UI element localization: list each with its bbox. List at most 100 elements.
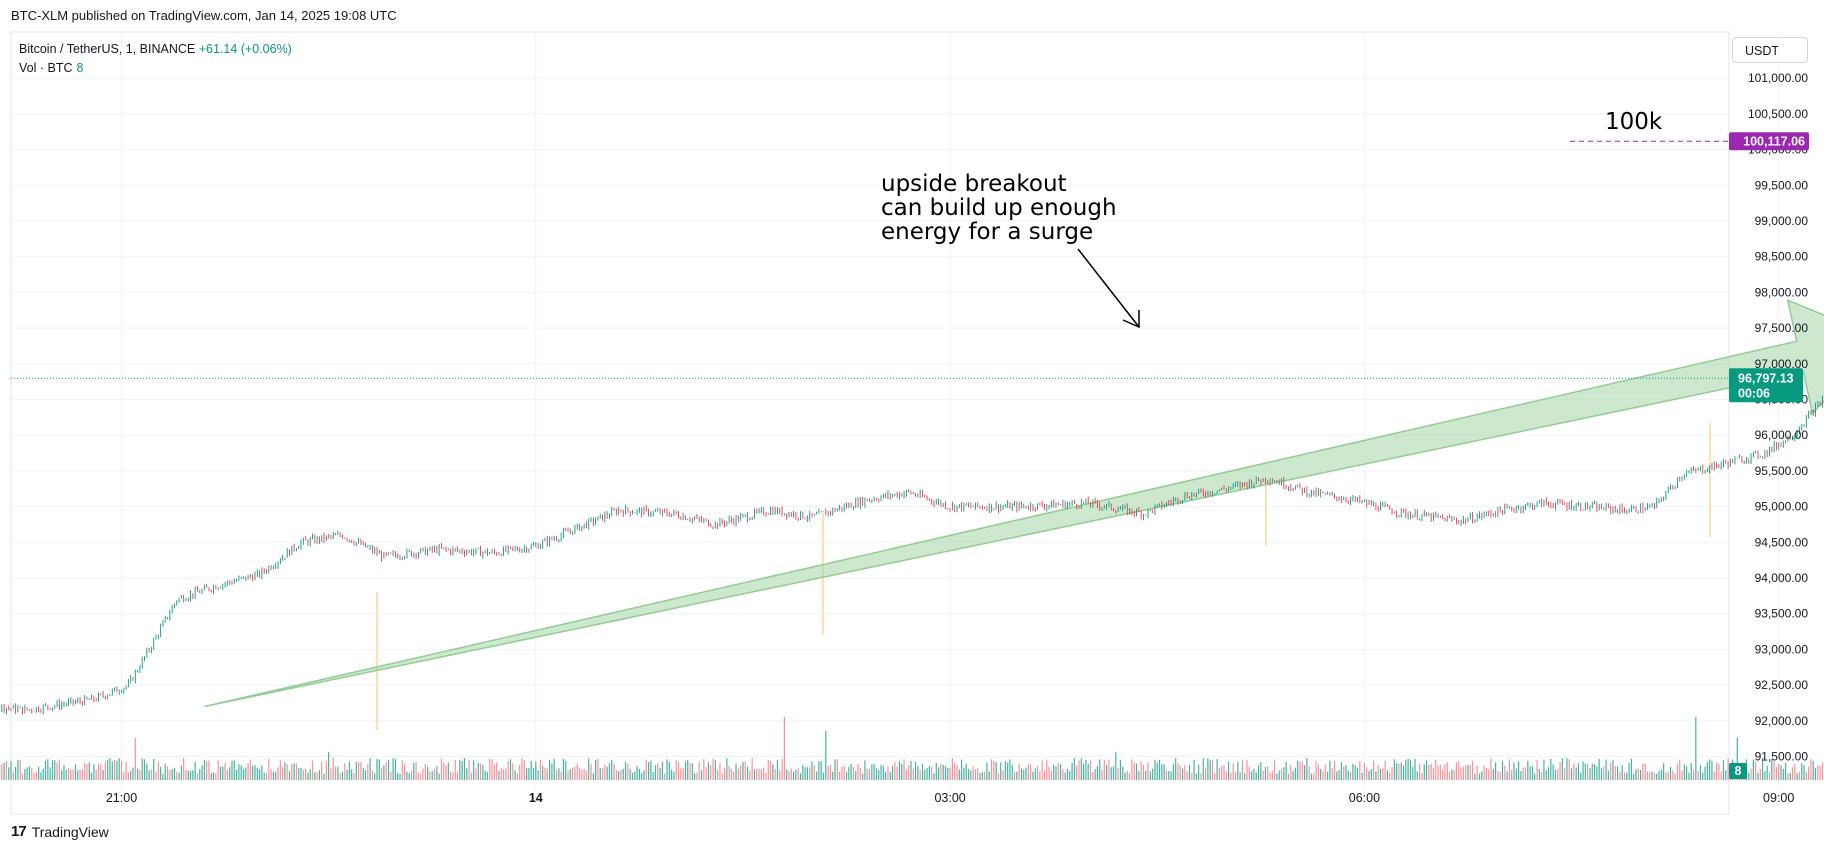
volume-bar: [1069, 770, 1071, 780]
volume-bar: [1179, 765, 1181, 780]
volume-bar: [910, 760, 912, 780]
volume-bar: [1092, 771, 1094, 780]
volume-bar: [369, 758, 371, 780]
volume-bar: [804, 767, 806, 780]
volume-bar: [1577, 763, 1580, 780]
volume-bar: [1158, 759, 1161, 780]
volume-bar: [1396, 762, 1398, 780]
volume-bar: [1557, 769, 1559, 780]
volume-bar: [314, 772, 316, 780]
volume-bar: [565, 760, 567, 780]
volume-bar: [1715, 762, 1718, 780]
target-label: 100k: [1605, 109, 1663, 135]
volume-bar: [1757, 772, 1759, 780]
volume-bar: [1607, 770, 1609, 780]
volume-bar: [1299, 761, 1301, 780]
volume-bar: [606, 766, 608, 780]
volume-bar: [558, 768, 560, 780]
trend-arrow[interactable]: [204, 298, 1824, 708]
volume-bar: [49, 767, 51, 780]
volume-bar: [1494, 762, 1497, 780]
symbol-title[interactable]: Bitcoin / TetherUS, 1, BINANCE: [19, 42, 196, 56]
volume-bar: [905, 769, 907, 780]
volume-bar: [1251, 771, 1253, 780]
currency-button[interactable]: USDT: [1732, 37, 1808, 63]
volume-bar: [1801, 763, 1803, 780]
volume-bar: [993, 760, 995, 780]
volume-bar: [302, 769, 304, 780]
volume-bar: [1034, 768, 1036, 780]
volume-bar: [1264, 767, 1267, 780]
volume-bar: [1036, 766, 1039, 780]
volume-bar: [277, 767, 279, 780]
volume-bar: [546, 768, 548, 780]
volume-bar: [288, 771, 291, 780]
volume-bar: [1165, 770, 1168, 780]
volume-bar: [618, 771, 620, 780]
time-axis[interactable]: 21:001403:0006:0009:0012:0015:0018:0021:…: [106, 791, 1824, 805]
volume-bar: [1511, 769, 1513, 780]
volume-bar: [1292, 771, 1294, 780]
volume-bar: [268, 758, 270, 780]
volume-bar: [615, 770, 617, 780]
volume-bar: [208, 760, 210, 780]
volume-bar: [1089, 760, 1092, 780]
volume-bar: [1718, 763, 1720, 780]
volume-bar: [468, 760, 470, 780]
annotation-arrow-head: [1122, 310, 1140, 329]
volume-bar: [521, 758, 523, 780]
volume-bar: [226, 769, 228, 780]
volume-bar: [1554, 769, 1557, 780]
volume-bar: [1596, 766, 1598, 780]
volume-bar: [581, 769, 583, 780]
volume-bar: [1255, 772, 1257, 780]
time-tick-label: 21:00: [106, 791, 137, 805]
volume-bar: [433, 768, 436, 780]
volume-bar: [1646, 771, 1649, 780]
volume-bar: [470, 772, 472, 780]
volume-bar: [1223, 765, 1225, 780]
volume-bar: [1515, 768, 1517, 780]
volume-bar: [1538, 769, 1540, 780]
volume-bar: [1704, 766, 1706, 780]
volume-bar: [387, 760, 390, 780]
volume-bar: [252, 765, 254, 780]
volume-bar: [185, 769, 187, 780]
volume-tag-text: 8: [1735, 764, 1742, 778]
volume-bar: [958, 769, 960, 780]
price-axis[interactable]: 91,500.00 92,000.00 92,500.00 93,000.00 93,5…: [1748, 71, 1808, 763]
volume-bar: [1115, 751, 1117, 780]
volume-bar: [997, 773, 1000, 780]
volume-bar: [1297, 760, 1299, 780]
volume-bar: [84, 762, 86, 780]
volume-bar: [282, 766, 284, 780]
volume-bar: [1384, 760, 1386, 780]
volume-bar: [1633, 773, 1635, 780]
volume-bar: [908, 765, 910, 780]
volume-bar: [799, 773, 802, 780]
volume-bar: [555, 769, 558, 780]
volume-bar: [344, 763, 346, 780]
volume-bar: [1108, 759, 1110, 780]
volume-bar: [178, 772, 180, 780]
volume-bar: [733, 771, 735, 780]
price-tick-label: 100,500.00: [1748, 107, 1808, 121]
volume-bar: [928, 765, 930, 780]
volume-bar: [776, 759, 779, 780]
volume-bar: [802, 764, 804, 780]
annotation-line: energy for a surge: [881, 219, 1093, 245]
volume-bar: [1055, 766, 1057, 780]
volume-bar: [125, 761, 127, 780]
volume-bar: [601, 768, 604, 780]
volume-bar: [1382, 768, 1384, 780]
volume-bar: [1692, 770, 1695, 780]
volume-bar: [438, 773, 440, 780]
volume-bar: [8, 767, 10, 780]
volume-bar: [1580, 772, 1582, 780]
volume-bar: [332, 758, 334, 780]
footer-brand[interactable]: 17 TradingView: [11, 823, 109, 840]
volume-label[interactable]: Vol · BTC: [19, 61, 73, 75]
volume-bar: [753, 769, 756, 780]
volume-bar: [1405, 759, 1407, 780]
